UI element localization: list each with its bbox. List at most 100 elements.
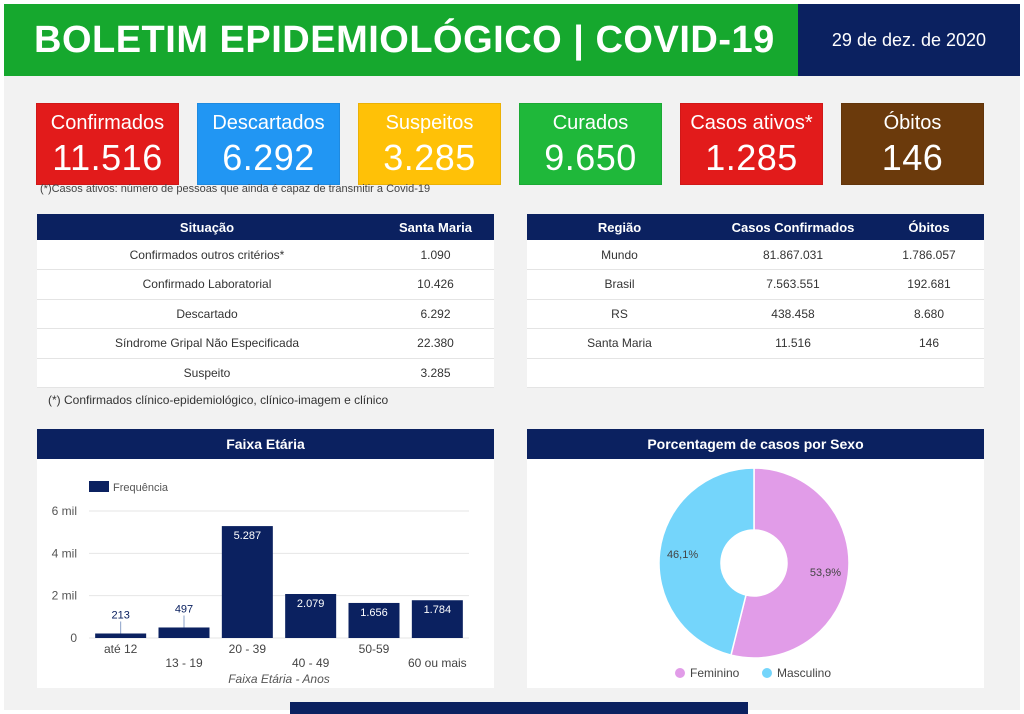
situation-footnote: (*) Confirmados clínico-epidemiológico, … <box>48 393 389 407</box>
y-tick-label: 4 mil <box>52 546 77 560</box>
value-cell: 3.285 <box>377 358 494 388</box>
kpi-card-3: Curados 9.650 <box>519 103 662 185</box>
region-cell: RS <box>527 299 712 329</box>
data-label: 1.784 <box>424 604 452 616</box>
empty-cell <box>874 358 984 388</box>
kpi-value: 3.285 <box>383 137 476 178</box>
age-chart-title: Faixa Etária <box>37 429 494 459</box>
table-row: Confirmados outros critérios* 1.090 <box>37 240 494 270</box>
kpi-value: 1.285 <box>705 137 798 178</box>
data-label: 497 <box>175 603 193 615</box>
deaths-cell: 146 <box>874 328 984 359</box>
slice-label: 53,9% <box>810 567 841 579</box>
x-tick-label: 13 - 19 <box>165 656 203 670</box>
value-cell: 22.380 <box>377 328 494 359</box>
confirmed-cell: 11.516 <box>712 328 874 359</box>
legend-label: Frequência <box>113 482 169 494</box>
situation-cell: Síndrome Gripal Não Especificada <box>37 328 377 359</box>
x-tick-label: 40 - 49 <box>292 656 330 670</box>
region-cell: Santa Maria <box>527 328 712 359</box>
x-tick-label: 20 - 39 <box>229 642 267 656</box>
value-cell: 10.426 <box>377 269 494 300</box>
data-label: 5.287 <box>234 530 262 542</box>
y-tick-label: 0 <box>70 631 77 645</box>
kpi-card-5: Óbitos 146 <box>841 103 984 185</box>
sex-chart-title: Porcentagem de casos por Sexo <box>527 429 984 459</box>
table-row: Brasil 7.563.551 192.681 <box>527 269 984 300</box>
kpi-card-0: Confirmados 11.516 <box>36 103 179 185</box>
legend-dot <box>762 668 772 678</box>
report-date: 29 de dez. de 2020 <box>798 4 1020 76</box>
table-row: Santa Maria 11.516 146 <box>527 328 984 359</box>
column-header-situation: Situação <box>37 214 377 240</box>
situation-cell: Descartado <box>37 299 377 329</box>
kpi-label: Descartados <box>212 112 325 134</box>
x-tick-label: até 12 <box>104 642 138 656</box>
column-header-confirmed: Casos Confirmados <box>712 214 874 240</box>
deaths-cell: 8.680 <box>874 299 984 329</box>
age-chart-panel: 0 2 mil 4 mil 6 mil Frequência 213 até 12 497 13… <box>37 459 494 688</box>
region-cell: Mundo <box>527 240 712 270</box>
empty-cell <box>527 358 712 388</box>
legend-label: Feminino <box>690 666 740 680</box>
column-header-deaths: Óbitos <box>874 214 984 240</box>
confirmed-cell: 81.867.031 <box>712 240 874 270</box>
deaths-cell: 1.786.057 <box>874 240 984 270</box>
kpi-value: 11.516 <box>52 137 163 178</box>
table-row: RS 438.458 8.680 <box>527 299 984 329</box>
table-row: Confirmado Laboratorial 10.426 <box>37 269 494 300</box>
sex-chart-panel: 53,9% 46,1% Feminino Masculino <box>527 459 984 688</box>
situation-table: Situação Santa Maria Confirmados outros … <box>37 214 494 388</box>
kpi-label: Curados <box>552 112 629 134</box>
value-cell: 1.090 <box>377 240 494 270</box>
confirmed-cell: 7.563.551 <box>712 269 874 300</box>
age-bar-chart: 0 2 mil 4 mil 6 mil Frequência 213 até 12 497 13… <box>52 481 469 686</box>
x-tick-label: 60 ou mais <box>408 656 467 670</box>
region-table: Região Casos Confirmados Óbitos Mundo 81.… <box>527 214 984 388</box>
confirmed-cell: 438.458 <box>712 299 874 329</box>
kpi-value: 146 <box>881 137 944 178</box>
data-label: 213 <box>111 609 129 621</box>
footer-bar <box>290 702 748 714</box>
kpi-label: Suspeitos <box>385 112 474 134</box>
kpi-card-1: Descartados 6.292 <box>197 103 340 185</box>
report-header: BOLETIM EPIDEMIOLÓGICO | COVID-19 29 de … <box>4 4 1020 76</box>
table-row-empty <box>527 358 984 388</box>
table-row: Síndrome Gripal Não Especificada 22.380 <box>37 328 494 359</box>
situation-cell: Confirmado Laboratorial <box>37 269 377 300</box>
kpi-value: 6.292 <box>222 137 315 178</box>
table-row: Descartado 6.292 <box>37 299 494 329</box>
slice-label: 46,1% <box>667 549 698 561</box>
table-row: Mundo 81.867.031 1.786.057 <box>527 240 984 270</box>
donut-slice <box>658 467 755 657</box>
active-cases-note: (*)Casos ativos: número de pessoas que a… <box>40 183 431 195</box>
legend-dot <box>675 668 685 678</box>
kpi-label: Confirmados <box>50 112 165 134</box>
data-label: 1.656 <box>360 607 388 619</box>
bar <box>221 526 273 638</box>
situation-cell: Confirmados outros critérios* <box>37 240 377 270</box>
empty-cell <box>712 358 874 388</box>
sex-donut-chart: 53,9% 46,1% Feminino Masculino <box>658 467 850 680</box>
donut-slice <box>730 467 850 659</box>
region-cell: Brasil <box>527 269 712 300</box>
bar <box>158 627 210 638</box>
value-cell: 6.292 <box>377 299 494 329</box>
kpi-card-2: Suspeitos 3.285 <box>358 103 501 185</box>
data-label: 2.079 <box>297 598 325 610</box>
kpi-value: 9.650 <box>544 137 637 178</box>
kpi-card-4: Casos ativos* 1.285 <box>680 103 823 185</box>
legend-swatch <box>89 481 109 492</box>
column-header-region: Região <box>527 214 712 240</box>
page-title: BOLETIM EPIDEMIOLÓGICO | COVID-19 <box>4 4 798 76</box>
situation-cell: Suspeito <box>37 358 377 388</box>
bar <box>95 633 147 638</box>
kpi-label: Óbitos <box>883 112 942 134</box>
bar <box>348 602 400 638</box>
bar <box>285 593 337 638</box>
bar <box>411 600 463 638</box>
kpi-label: Casos ativos* <box>690 112 813 134</box>
legend-label: Masculino <box>777 666 831 680</box>
y-tick-label: 2 mil <box>52 589 77 603</box>
column-header-santa-maria: Santa Maria <box>377 214 494 240</box>
